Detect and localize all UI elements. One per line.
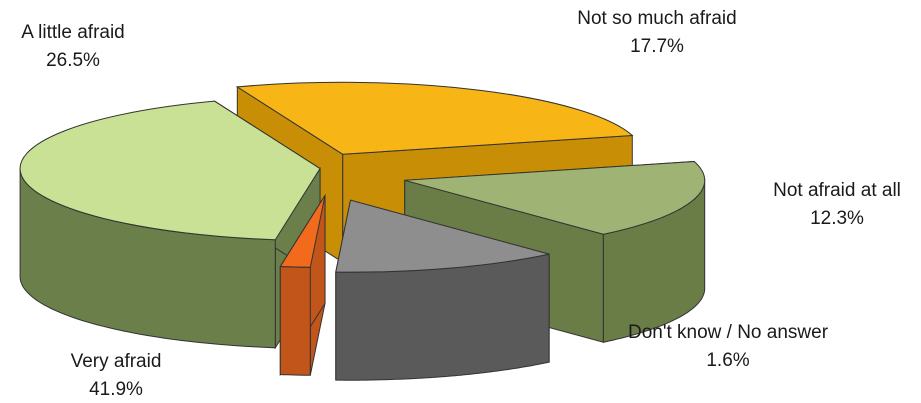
slice-top-not-so-much-afraid: [404, 160, 706, 235]
slice-label-dont-know: Don't know / No answer: [628, 322, 829, 343]
pie-slices: [19, 81, 706, 381]
slice-label-very-afraid: Very afraid: [71, 351, 162, 372]
slice-value-a-little-afraid: 26.5%: [46, 50, 100, 71]
slice-top-a-little-afraid: [235, 81, 634, 155]
slice-top-not-afraid-at-all: [335, 199, 550, 273]
slice-label-a-little-afraid: A little afraid: [21, 22, 125, 43]
slice-very-afraid: [19, 100, 321, 350]
slice-outer-wall-dont-know-0: [279, 266, 311, 376]
slice-label-not-afraid-at-all: Not afraid at all: [773, 180, 901, 201]
slice-value-not-afraid-at-all: 12.3%: [810, 208, 864, 229]
pie-labels: A little afraid 26.5% Not so much afraid…: [21, 8, 901, 400]
slice-value-not-so-much-afraid: 17.7%: [630, 36, 684, 57]
slice-value-dont-know: 1.6%: [706, 350, 749, 371]
slice-label-not-so-much-afraid: Not so much afraid: [577, 8, 736, 29]
slice-value-very-afraid: 41.9%: [89, 379, 143, 400]
slice-top-very-afraid: [19, 100, 321, 241]
slice-not-afraid-at-all: [335, 199, 550, 381]
slice-outer-wall-not-afraid-at-all-0: [335, 253, 550, 381]
slice-top-dont-know: [279, 195, 326, 268]
slice-dont-know: [279, 193, 326, 377]
